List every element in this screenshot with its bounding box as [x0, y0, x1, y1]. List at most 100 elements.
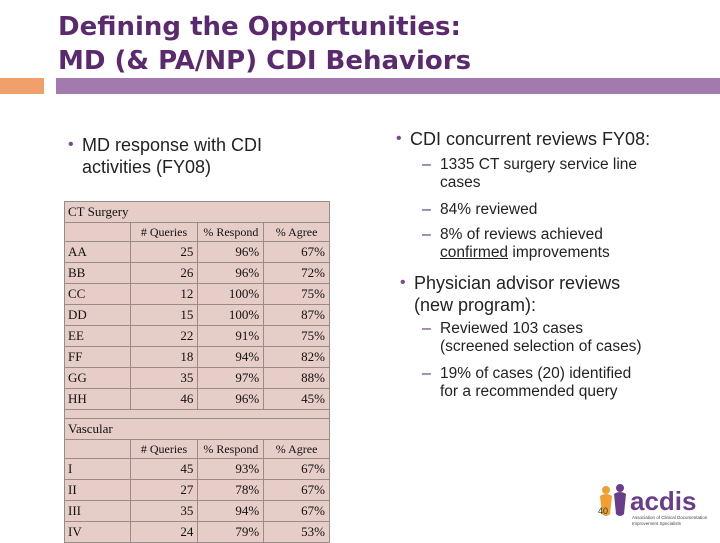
- bullet-dot-icon: •: [396, 130, 402, 147]
- agree-cell: 67%: [263, 500, 330, 522]
- sub-bullet-4-line-1: Reviewed 103 cases: [440, 320, 584, 337]
- respond-cell: 96%: [197, 388, 265, 410]
- right-bullet-1: • CDI concurrent reviews FY08:: [396, 128, 710, 150]
- sub-bullet-5-line-1: 19% of cases (20) identified: [440, 365, 632, 382]
- header-queries: # Queries: [129, 439, 199, 459]
- dash-icon: –: [422, 226, 431, 243]
- row-label: FF: [64, 346, 131, 368]
- confirmed-word: confirmed: [440, 244, 509, 261]
- sub-bullet-4: – Reviewed 103 cases (screened selection…: [422, 320, 710, 356]
- purple-accent-bar: [56, 78, 720, 94]
- respond-cell: 97%: [197, 367, 265, 389]
- queries-cell: 25: [129, 241, 199, 263]
- section-row-vascular: Vascular: [64, 418, 330, 440]
- queries-cell: 35: [129, 500, 199, 522]
- queries-cell: 18: [129, 346, 199, 368]
- table-row: FF 18 94% 82%: [64, 346, 330, 368]
- header-respond: % Respond: [197, 222, 265, 242]
- gap-row: [64, 409, 330, 419]
- section-row-ct: CT Surgery: [64, 201, 330, 223]
- agree-cell: 53%: [263, 521, 330, 543]
- query-response-table: CT Surgery # Queries % Respond % Agree A…: [64, 201, 330, 543]
- left-bullet-line-2: activities (FY08): [82, 157, 212, 177]
- sub-bullet-5: – 19% of cases (20) identified for a rec…: [422, 365, 710, 401]
- dash-icon: –: [422, 156, 431, 173]
- dash-icon: –: [422, 320, 431, 337]
- right-bullet-1-text: CDI concurrent reviews FY08:: [410, 129, 651, 149]
- header-respond: % Respond: [197, 439, 265, 459]
- agree-cell: 75%: [263, 283, 330, 305]
- respond-cell: 94%: [197, 346, 265, 368]
- sub-bullet-1-line-2: cases: [440, 174, 481, 191]
- queries-cell: 27: [129, 479, 199, 501]
- respond-cell: 78%: [197, 479, 265, 501]
- agree-cell: 67%: [263, 241, 330, 263]
- row-label: GG: [64, 367, 131, 389]
- people-figures-icon: [600, 484, 626, 516]
- table-row: EE 22 91% 75%: [64, 325, 330, 347]
- bullet-dot-icon: •: [400, 274, 406, 291]
- logo-tagline-1: Association of Clinical Documentation: [632, 515, 708, 520]
- table-row: II 27 78% 67%: [64, 479, 330, 501]
- dash-icon: –: [422, 365, 431, 382]
- respond-cell: 91%: [197, 325, 265, 347]
- sub-bullet-3-line-2: confirmed improvements: [440, 244, 710, 262]
- sub-bullet-3-line-1: 8% of reviews achieved: [440, 226, 603, 243]
- respond-cell: 96%: [197, 241, 265, 263]
- respond-cell: 100%: [197, 304, 265, 326]
- sub-bullet-2-text: 84% reviewed: [440, 201, 538, 218]
- agree-cell: 87%: [263, 304, 330, 326]
- respond-cell: 94%: [197, 500, 265, 522]
- title-line-1: Defining the Opportunities:: [58, 12, 461, 42]
- sub-bullet-3-rest: improvements: [508, 244, 610, 261]
- dash-icon: –: [422, 201, 431, 218]
- section-title-vascular: Vascular: [64, 418, 330, 440]
- table-row: BB 26 96% 72%: [64, 262, 330, 284]
- row-label: III: [64, 500, 131, 522]
- table-row: GG 35 97% 88%: [64, 367, 330, 389]
- right-bullet-2: • Physician advisor reviews (new program…: [400, 272, 710, 316]
- row-label: AA: [64, 241, 131, 263]
- queries-cell: 15: [129, 304, 199, 326]
- orange-accent-bar: [0, 78, 44, 94]
- queries-cell: 35: [129, 367, 199, 389]
- section-title-ct: CT Surgery: [64, 201, 330, 223]
- page-number: 40: [598, 506, 609, 516]
- agree-cell: 67%: [263, 479, 330, 501]
- row-label: CC: [64, 283, 131, 305]
- row-label: HH: [64, 388, 131, 410]
- row-label: DD: [64, 304, 131, 326]
- acdis-logo: acdis Association of Clinical Documentat…: [600, 484, 708, 526]
- sub-bullet-5-line-2: for a recommended query: [440, 383, 618, 400]
- table-row: CC 12 100% 75%: [64, 283, 330, 305]
- agree-cell: 75%: [263, 325, 330, 347]
- right-bullet-2-line-2: (new program):: [414, 295, 537, 315]
- header-agree: % Agree: [263, 439, 330, 459]
- row-label: EE: [64, 325, 131, 347]
- sub-bullet-1: – 1335 CT surgery service line cases: [422, 156, 710, 192]
- respond-cell: 96%: [197, 262, 265, 284]
- respond-cell: 79%: [197, 521, 265, 543]
- agree-cell: 67%: [263, 458, 330, 480]
- row-label: IV: [64, 521, 131, 543]
- agree-cell: 88%: [263, 367, 330, 389]
- gap-cell: [64, 409, 330, 419]
- sub-bullet-1-line-1: 1335 CT surgery service line: [440, 156, 637, 173]
- left-bullet: • MD response with CDI activities (FY08): [68, 134, 352, 178]
- sub-bullet-2: – 84% reviewed: [422, 201, 710, 219]
- logo-text: acdis: [630, 486, 697, 516]
- table-body: CT Surgery # Queries % Respond % Agree A…: [64, 201, 330, 543]
- queries-cell: 45: [129, 458, 199, 480]
- header-queries: # Queries: [129, 222, 199, 242]
- bullet-dot-icon: •: [68, 136, 74, 153]
- table-row: IV 24 79% 53%: [64, 521, 330, 543]
- logo-tagline-2: Improvement Specialists: [632, 521, 682, 526]
- sub-bullet-3: – 8% of reviews achieved confirmed impro…: [422, 226, 710, 262]
- header-blank: [64, 222, 131, 242]
- header-blank: [64, 439, 131, 459]
- title-line-2: MD (& PA/NP) CDI Behaviors: [58, 46, 472, 76]
- respond-cell: 93%: [197, 458, 265, 480]
- table-row: III 35 94% 67%: [64, 500, 330, 522]
- row-label: BB: [64, 262, 131, 284]
- table-row: DD 15 100% 87%: [64, 304, 330, 326]
